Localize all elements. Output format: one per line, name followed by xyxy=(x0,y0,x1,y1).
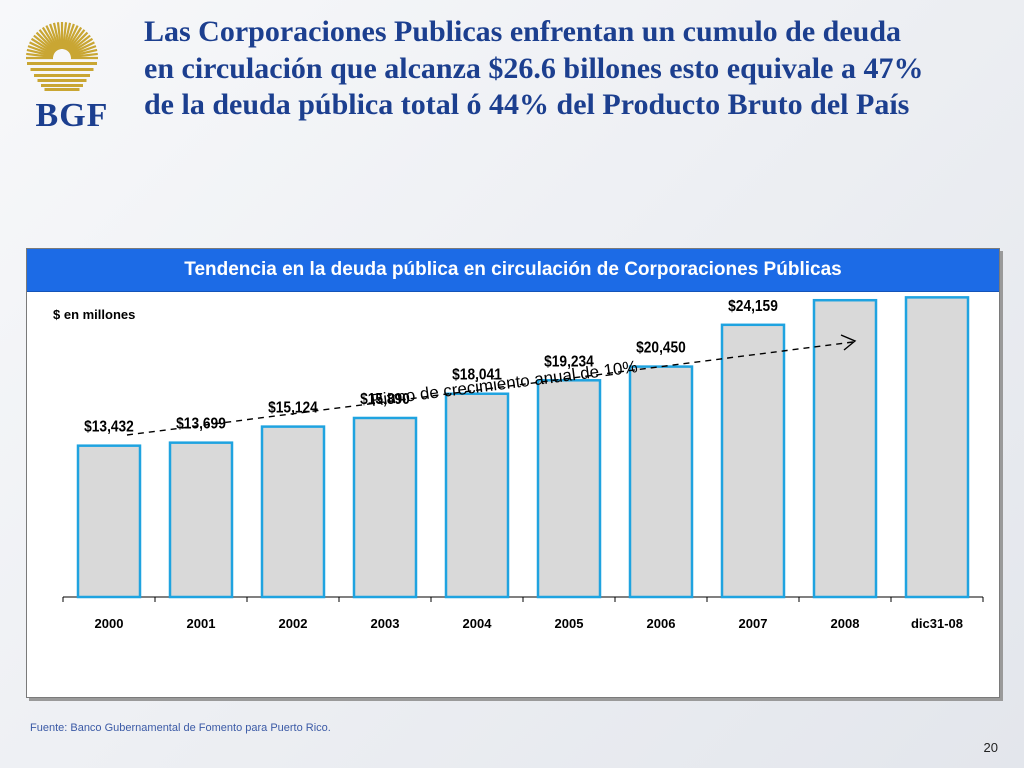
bar-2007 xyxy=(720,323,786,599)
bar-2008 xyxy=(812,298,878,599)
sunburst-icon xyxy=(26,22,98,91)
x-tick-label-2002: 2002 xyxy=(279,616,308,631)
x-tick-label-2008: 2008 xyxy=(831,616,860,631)
x-tick-label-2006: 2006 xyxy=(647,616,676,631)
bar-2001 xyxy=(168,441,234,599)
bar-chart: $ en millones$13,4322000$13,6992001$15,1… xyxy=(53,269,984,631)
logo-wordmark: BGF xyxy=(35,97,109,134)
bgf-logo xyxy=(18,12,128,142)
data-label-2004: $18,041 xyxy=(452,366,502,384)
x-tick-label-2005: 2005 xyxy=(555,616,584,631)
bar-2005 xyxy=(536,379,602,599)
page-number: 20 xyxy=(983,740,998,755)
data-label-2000: $13,432 xyxy=(84,418,134,436)
data-label-2006: $20,450 xyxy=(636,339,686,357)
data-label-2005: $19,234 xyxy=(544,352,594,370)
bar-2004 xyxy=(444,392,510,599)
trend-line xyxy=(126,341,854,436)
unit-label: $ en millones xyxy=(53,307,135,322)
bar-dic31-08 xyxy=(904,296,970,599)
x-tick-label-dic31-08: dic31-08 xyxy=(911,616,963,631)
x-tick-label-2004: 2004 xyxy=(463,616,493,631)
data-label-2007: $24,159 xyxy=(728,297,778,315)
trend-arrowhead-icon xyxy=(840,334,857,351)
page-title: Las Corporaciones Publicas enfrentan un … xyxy=(144,15,924,121)
bar-2003 xyxy=(352,416,418,599)
bar-2002 xyxy=(260,425,326,599)
x-tick-label-2001: 2001 xyxy=(187,616,216,631)
bar-2000 xyxy=(76,444,142,599)
bar-2006 xyxy=(628,365,694,599)
chart-panel: $ en millones $13,432 2000 $13,699 2001 $15,1… xyxy=(26,248,1000,698)
chart-title: Tendencia en la deuda pública en circula… xyxy=(27,249,999,292)
x-tick-label-2007: 2007 xyxy=(739,616,768,631)
x-tick-label-2000: 2000 xyxy=(95,616,124,631)
data-label-2001: $13,699 xyxy=(176,415,226,433)
x-tick-label-2003: 2003 xyxy=(371,616,400,631)
source-note: Fuente: Banco Gubernamental de Fomento p… xyxy=(30,722,331,734)
